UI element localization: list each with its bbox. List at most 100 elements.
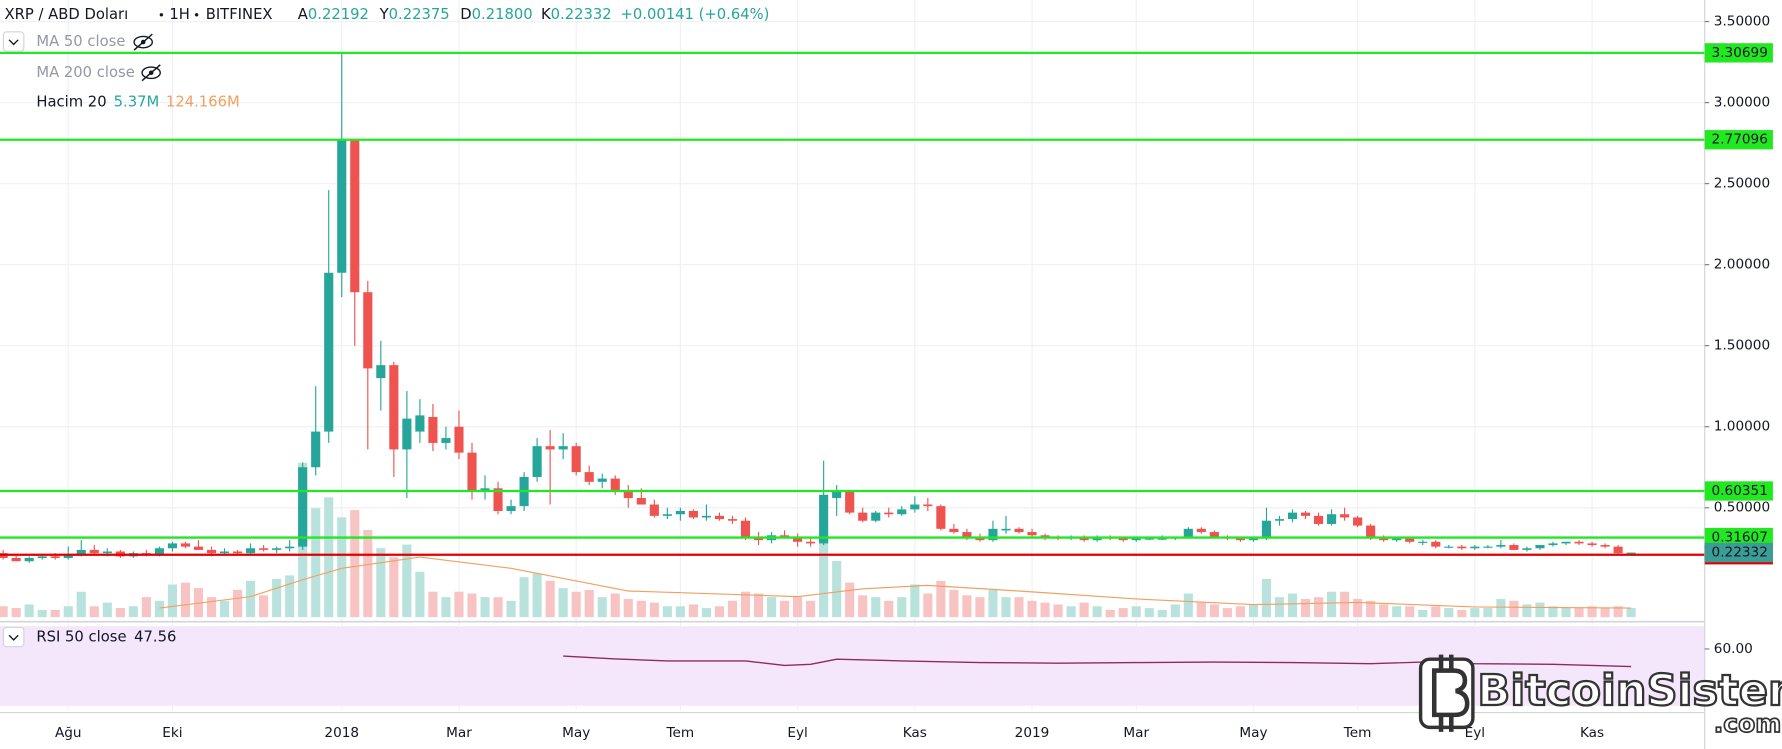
candle-body xyxy=(350,139,360,293)
volume-bar xyxy=(740,591,751,618)
candle-body xyxy=(819,494,829,544)
collapse-button[interactable] xyxy=(2,31,25,52)
level-label: 0.60351 xyxy=(1712,483,1768,499)
last-price-label-box xyxy=(1704,542,1773,563)
x-tick-label: Ağu xyxy=(55,725,82,741)
candle-body xyxy=(1144,538,1154,540)
change: +0.00141 (+0.64%) xyxy=(621,6,770,23)
candle-body xyxy=(11,557,21,562)
volume-bar xyxy=(1613,606,1623,618)
ohlc-item: K0.22332 xyxy=(541,6,612,23)
volume-bar xyxy=(1144,608,1154,618)
candle-body xyxy=(285,546,295,549)
volume-bar xyxy=(793,597,803,618)
volume-bar xyxy=(1222,608,1232,618)
volume-bar xyxy=(37,609,47,618)
volume-bar xyxy=(636,600,646,618)
candle-body xyxy=(649,504,659,516)
volume-bar xyxy=(558,588,568,618)
volume-bar xyxy=(1470,608,1480,618)
candle-body xyxy=(1366,525,1376,539)
candle-body xyxy=(884,512,894,515)
volume-bar xyxy=(649,602,659,618)
volume-bar xyxy=(272,579,282,618)
volume-bar xyxy=(206,597,217,618)
volume-bar xyxy=(1405,606,1415,618)
candle-body xyxy=(454,426,464,453)
volume-bar xyxy=(1274,597,1285,618)
volume-name: Hacim 20 xyxy=(36,93,106,110)
volume-bar xyxy=(24,604,34,618)
volume-bar xyxy=(1235,606,1245,618)
candle-body xyxy=(1157,538,1167,540)
y-tick-label: 3.50000 xyxy=(1714,14,1770,30)
volume-bar xyxy=(1353,598,1363,618)
marks-layer xyxy=(0,51,1705,668)
hidden-icon[interactable] xyxy=(141,64,161,82)
volume-bar xyxy=(285,575,295,618)
volume-bar xyxy=(623,598,633,618)
volume-bar xyxy=(102,602,112,618)
ohlc-value: 0.22375 xyxy=(389,6,450,23)
y-tick-label: 1.00000 xyxy=(1714,419,1770,435)
volume-bar xyxy=(1027,600,1037,618)
volume-bar xyxy=(50,609,60,618)
candle-body xyxy=(1183,528,1193,537)
candle-body xyxy=(701,515,711,518)
ohlc-value: 0.22332 xyxy=(551,6,612,23)
rsi-value: 47.56 xyxy=(134,629,176,646)
volume-bar xyxy=(480,597,490,618)
volume-bar xyxy=(1014,597,1024,618)
volume-bar xyxy=(219,600,230,618)
volume-bar xyxy=(845,582,855,618)
candle-body xyxy=(167,543,177,549)
candle-body xyxy=(1522,548,1532,550)
volume-bar xyxy=(246,580,256,618)
volume-bar xyxy=(1170,604,1180,618)
candle-body xyxy=(1496,545,1506,547)
volume-value: 5.37M xyxy=(114,93,160,110)
level-label: 0.31607 xyxy=(1712,530,1768,546)
volume-bar xyxy=(1066,606,1076,618)
volume-bar xyxy=(1548,606,1558,618)
volume-bar xyxy=(727,600,738,618)
candle-body xyxy=(832,491,842,499)
volume-bar xyxy=(1379,604,1389,618)
candle-body xyxy=(1431,541,1441,547)
candle-body xyxy=(1548,543,1558,546)
candle-body xyxy=(558,446,568,450)
volume-bar xyxy=(1001,597,1011,618)
volume-bar xyxy=(1040,602,1050,618)
candle-body xyxy=(1613,546,1623,554)
candle-body xyxy=(1379,538,1389,541)
candle-body xyxy=(1131,538,1141,541)
candle-body xyxy=(936,506,946,529)
volume-bar xyxy=(233,589,243,618)
candle-body xyxy=(1574,541,1584,544)
volume-bar xyxy=(923,593,933,618)
candle-body xyxy=(259,548,269,550)
candle-body xyxy=(298,467,308,547)
watermark-domain: .com xyxy=(1714,709,1782,738)
candle-body xyxy=(1444,546,1454,548)
level-label-box xyxy=(1704,481,1773,501)
x-tick-label: Kas xyxy=(1580,725,1604,741)
x-tick-label: Mar xyxy=(1123,725,1149,741)
candle-body xyxy=(376,365,386,379)
candle-body xyxy=(324,272,334,432)
volume-bar xyxy=(1496,598,1506,618)
candle-body xyxy=(402,418,412,450)
volume-bar xyxy=(1261,579,1272,618)
candle-body xyxy=(845,491,855,513)
candle-body xyxy=(1457,546,1467,549)
collapse-button[interactable] xyxy=(2,626,25,648)
interval: 1H xyxy=(169,6,190,23)
candle-body xyxy=(897,509,907,515)
volume-bar xyxy=(1522,604,1532,618)
hidden-icon[interactable] xyxy=(133,33,153,51)
candle-body xyxy=(89,549,99,554)
volume-bar xyxy=(1574,608,1584,618)
candle-body xyxy=(1209,532,1219,537)
